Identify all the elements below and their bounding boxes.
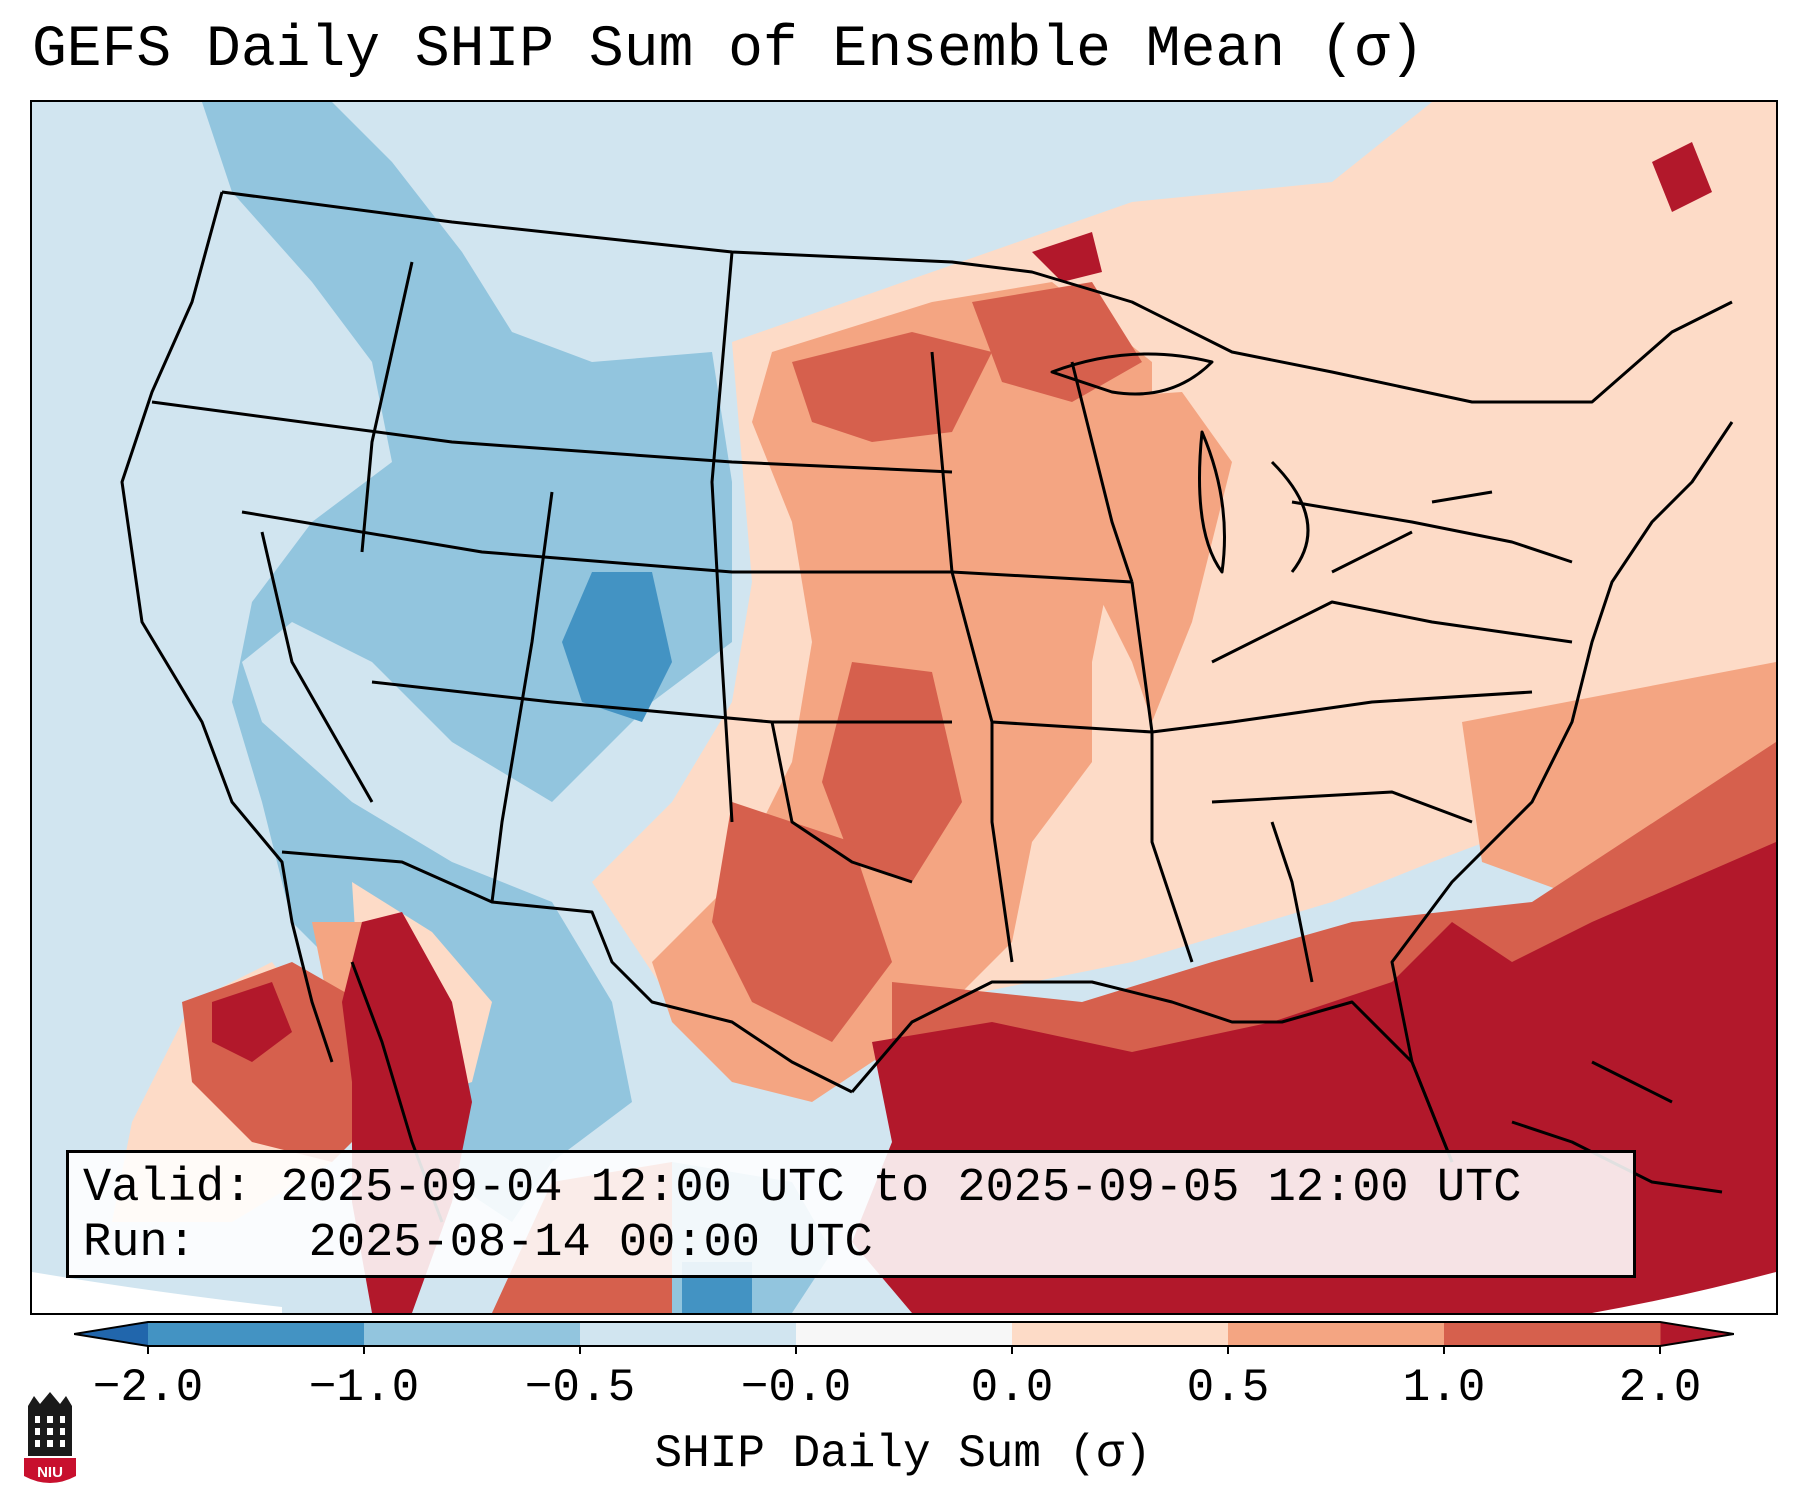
us-mexico-border bbox=[281, 850, 853, 1094]
ship-field-map bbox=[32, 102, 1776, 1313]
run-value: 2025-08-14 00:00 UTC bbox=[308, 1217, 873, 1270]
valid-label: Valid: bbox=[83, 1162, 253, 1215]
lake-huron bbox=[1270, 460, 1310, 573]
lake-ontario bbox=[1431, 490, 1493, 504]
us-canada-border bbox=[221, 190, 1733, 404]
west-coastline bbox=[120, 191, 334, 1063]
east-coastline bbox=[1390, 421, 1734, 1163]
boundaries bbox=[120, 190, 1734, 1223]
colorbar-label: SHIP Daily Sum (σ) bbox=[654, 1428, 1152, 1480]
colorbar-extend-high bbox=[1660, 1322, 1734, 1346]
colorbar bbox=[74, 1321, 1734, 1354]
lake-michigan bbox=[1198, 430, 1226, 574]
colorbar-tick-label: 0.5 bbox=[1186, 1362, 1270, 1414]
lake-superior bbox=[1050, 352, 1214, 396]
colorbar-tick-label: −0.0 bbox=[740, 1362, 852, 1414]
valid-value: 2025-09-04 12:00 UTC to 2025-09-05 12:00… bbox=[280, 1162, 1522, 1215]
projection-edge-right bbox=[1592, 1272, 1776, 1313]
colorbar-bin bbox=[1012, 1322, 1229, 1346]
colorbar-bin bbox=[580, 1322, 797, 1346]
map-title: GEFS Daily SHIP Sum of Ensemble Mean (σ) bbox=[32, 18, 1425, 83]
colorbar-tick-label: −2.0 bbox=[92, 1362, 204, 1414]
colorbar-tick-label: −0.5 bbox=[524, 1362, 636, 1414]
logo-text: NIU bbox=[37, 1464, 63, 1481]
colorbar-bin bbox=[148, 1322, 365, 1346]
niu-logo: NIU bbox=[24, 1392, 76, 1483]
run-label: Run: bbox=[83, 1217, 196, 1270]
colorbar-tick-label: −1.0 bbox=[308, 1362, 420, 1414]
colorbar-extend-low bbox=[74, 1322, 148, 1346]
colorbar-tick-label: 0.0 bbox=[970, 1362, 1054, 1414]
colorbar-tick-label: 2.0 bbox=[1618, 1362, 1702, 1414]
colorbar-tick-label: 1.0 bbox=[1402, 1362, 1486, 1414]
lake-erie bbox=[1331, 530, 1413, 574]
colorbar-bin bbox=[364, 1322, 581, 1346]
colorbar-bin bbox=[796, 1322, 1013, 1346]
map-panel bbox=[30, 100, 1778, 1315]
valid-run-info-box: Valid: 2025-09-04 12:00 UTC to 2025-09-0… bbox=[66, 1150, 1636, 1278]
gulf-coastline bbox=[850, 980, 1454, 1163]
colorbar-bin bbox=[1444, 1322, 1661, 1346]
bahamas-outline bbox=[1591, 1060, 1673, 1104]
colorbar-bin bbox=[1228, 1322, 1445, 1346]
projection-edge-left bbox=[32, 1272, 282, 1313]
